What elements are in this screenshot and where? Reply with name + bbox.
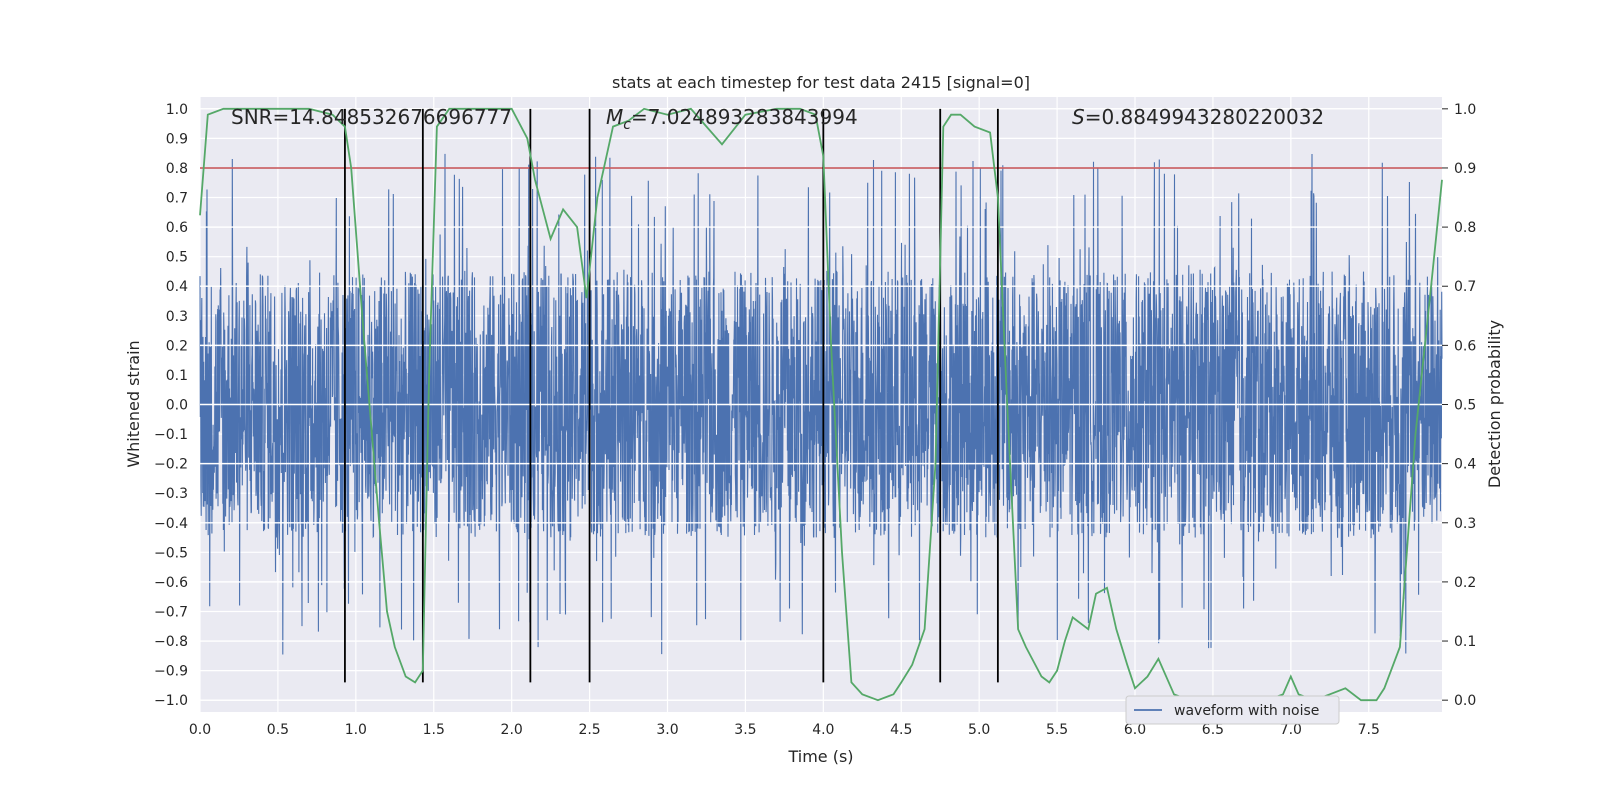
x-tick-label: 6.5 <box>1202 722 1224 738</box>
y-tick-label: 0.5 <box>166 250 188 266</box>
y2-tick-label: 0.2 <box>1454 575 1476 591</box>
y-tick-label: −0.3 <box>154 486 188 502</box>
x-tick-label: 1.5 <box>423 722 445 738</box>
x-tick-label: 3.0 <box>656 722 678 738</box>
y-tick-label: 0.4 <box>166 279 188 295</box>
spin-value: =0.8849943280220032 <box>1085 105 1324 129</box>
waveform-series <box>199 153 1443 655</box>
y2-tick-label: 0.9 <box>1454 161 1476 177</box>
y-tick-label: −0.1 <box>154 427 188 443</box>
legend-box <box>1125 695 1340 725</box>
y2-tick-label: 0.4 <box>1454 457 1476 473</box>
spin-symbol: S <box>1072 105 1085 129</box>
y2-tick-label: 0.8 <box>1454 220 1476 236</box>
y2-tick-label: 1.0 <box>1454 102 1476 118</box>
x-tick-label: 3.5 <box>734 722 756 738</box>
y-axis-label: Whitened strain <box>124 340 143 467</box>
y2-tick-label: 0.5 <box>1454 398 1476 414</box>
y-ticks: 1.0 0.9 0.8 0.7 0.6 0.5 0.4 0.3 0.2 0.1 0.0 −0.1 −0.… <box>154 102 188 709</box>
y-tick-label: 0.9 <box>166 131 188 147</box>
y2-tick-label: 0.1 <box>1454 634 1476 650</box>
x-tick-label: 4.0 <box>812 722 834 738</box>
y2-tick-label: 0.3 <box>1454 516 1476 532</box>
y-tick-label: −0.9 <box>154 664 188 680</box>
x-axis-label: Time (s) <box>787 747 853 766</box>
x-tick-label: 7.5 <box>1358 722 1380 738</box>
y-tick-label: −0.8 <box>154 634 188 650</box>
waveform-line <box>199 153 1443 655</box>
chirp-mass-value: =7.024893283843994 <box>631 105 858 129</box>
x-ticks: 0.0 0.5 1.0 1.5 2.0 2.5 3.0 3.5 4.0 4.5 5.0 5.5 6.0 6… <box>189 722 1380 738</box>
y-tick-label: −0.4 <box>154 516 188 532</box>
y2-tick-label: 0.0 <box>1454 693 1476 709</box>
legend: waveform with noise <box>1125 695 1340 725</box>
x-tick-label: 4.5 <box>890 722 912 738</box>
y-tick-label: 0.1 <box>166 368 188 384</box>
chirp-mass-subscript: c <box>623 117 631 133</box>
chart-title: stats at each timestep for test data 241… <box>612 73 1030 92</box>
x-tick-label: 7.0 <box>1280 722 1302 738</box>
y-tick-label: 0.2 <box>166 338 188 354</box>
x-tick-label: 0.5 <box>267 722 289 738</box>
y-tick-label: −1.0 <box>154 693 188 709</box>
x-tick-label: 5.0 <box>968 722 990 738</box>
spin-annotation: S=0.8849943280220032 <box>1072 105 1324 129</box>
grid-overlay <box>200 108 1442 701</box>
x-tick-label: 1.0 <box>345 722 367 738</box>
y2-tick-label: 0.6 <box>1454 338 1476 354</box>
x-tick-label: 0.0 <box>189 722 211 738</box>
y-tick-label: 1.0 <box>166 102 188 118</box>
y-tick-label: 0.8 <box>166 161 188 177</box>
chirp-mass-annotation: Mc=7.024893283843994 <box>606 105 858 133</box>
y2-ticks: 1.0 0.9 0.8 0.7 0.6 0.5 0.4 0.3 0.2 0.1 0.0 <box>1442 102 1476 709</box>
chirp-mass-symbol: M <box>606 105 623 129</box>
y2-tick-label: 0.7 <box>1454 279 1476 295</box>
legend-label: waveform with noise <box>1174 703 1319 719</box>
y-tick-label: −0.6 <box>154 575 188 591</box>
y-tick-label: 0.0 <box>166 398 188 414</box>
y-tick-label: 0.7 <box>166 191 188 207</box>
snr-annotation: SNR=14.848532676696777 <box>231 105 512 129</box>
y-tick-label: −0.5 <box>154 545 188 561</box>
x-tick-label: 2.0 <box>501 722 523 738</box>
y-tick-label: −0.7 <box>154 604 188 620</box>
y2-axis-label: Detection probability <box>1485 320 1504 488</box>
x-tick-label: 6.0 <box>1124 722 1146 738</box>
x-tick-label: 5.5 <box>1046 722 1068 738</box>
y-tick-label: 0.3 <box>166 309 188 325</box>
y-tick-label: 0.6 <box>166 220 188 236</box>
y-tick-label: −0.2 <box>154 457 188 473</box>
x-tick-label: 2.5 <box>578 722 600 738</box>
